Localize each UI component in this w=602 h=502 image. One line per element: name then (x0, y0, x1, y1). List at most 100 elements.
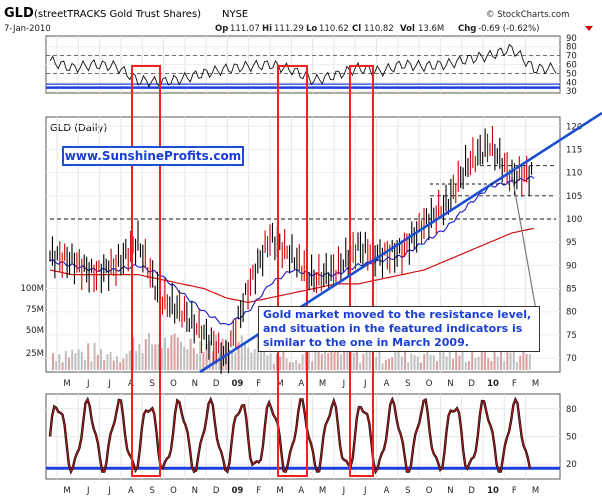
volume-bar (196, 353, 198, 370)
volume-bar (125, 353, 128, 370)
highlight-box (349, 65, 374, 477)
volume-bar (74, 353, 77, 370)
chart-header: GLD (streetTRACKS Gold Trust Shares) NYS… (4, 6, 593, 34)
volume-bar (234, 352, 237, 370)
volume-bar (448, 347, 451, 370)
low-value: 110.62 (319, 24, 349, 34)
month-label: D (468, 379, 475, 389)
month-label: M (319, 379, 326, 389)
month-label-bottom: J (342, 486, 346, 496)
volume-bar (320, 353, 323, 370)
volume-bar (109, 351, 112, 370)
volume-bar (455, 344, 458, 370)
volume-bar (528, 354, 531, 370)
volume-bar (192, 348, 195, 370)
volume-bar (288, 362, 291, 370)
volume-bar (525, 354, 528, 370)
volume-bar (512, 350, 515, 370)
volume-bar (71, 349, 74, 370)
volume-bar (68, 357, 70, 370)
month-label-bottom: D (213, 486, 220, 496)
volume-bar (263, 350, 266, 370)
volume-bar (96, 354, 99, 370)
volume-bar (279, 356, 282, 370)
volume-bar (445, 356, 448, 370)
month-label: S (149, 379, 154, 389)
tick-price: 105 (566, 192, 582, 202)
tick-price: 90 (566, 261, 577, 271)
tick-bottom: 50 (566, 433, 577, 443)
volume-bar (484, 346, 486, 370)
tick-price: 95 (566, 238, 577, 248)
month-labels: M M J J J J A A S S O O N N D D 09 09 F F M M A A M M J J J J A A S S O O N N… (63, 379, 539, 496)
volume-bar (516, 362, 518, 370)
month-label-bottom: A (384, 486, 390, 496)
month-label: M (532, 379, 539, 389)
volume-bar (400, 356, 403, 370)
volume-bar (365, 349, 368, 370)
volume-bar (116, 356, 118, 370)
volume-bar (458, 355, 461, 370)
month-label: M (63, 379, 70, 389)
website-label: www.SunshineProfits.com (62, 146, 244, 166)
symbol: GLD (4, 6, 34, 21)
volume-bar (253, 348, 256, 370)
volume-bar (519, 355, 522, 370)
volume-bar (503, 361, 506, 370)
volume-bar (464, 362, 467, 370)
bottom-indicator-line-red (49, 398, 531, 473)
volume-bar (285, 358, 288, 370)
volume-bar (327, 353, 330, 370)
volume-bar (205, 343, 208, 370)
tick-top: 30 (566, 87, 577, 97)
tick-price: 85 (566, 285, 577, 295)
volume-bar (256, 336, 259, 370)
highlight-box (277, 65, 308, 477)
volume-bar (314, 349, 317, 370)
volume-bar (509, 352, 512, 370)
volume-bar (208, 341, 211, 370)
volume-bar (468, 361, 470, 370)
volume-bar (490, 361, 493, 370)
tick-price: 100 (566, 215, 582, 225)
open-value: 111.07 (230, 24, 260, 34)
tick-labels: 9080706050403012011511010510095908580757… (20, 34, 582, 470)
volume-bar (138, 344, 141, 370)
month-label-bottom: M (319, 486, 326, 496)
volume-bar (317, 344, 320, 370)
volume-bar (292, 362, 294, 370)
close-label: Cl (352, 24, 361, 34)
volume-bar (55, 361, 58, 370)
volume-bar (58, 354, 61, 370)
volume-bar (93, 342, 96, 370)
month-label: D (213, 379, 220, 389)
volume-bar (164, 337, 166, 370)
month-label: J (107, 379, 111, 389)
month-label-bottom: O (170, 486, 177, 496)
tick-bottom: 80 (566, 405, 577, 415)
volume-bar (378, 342, 381, 370)
low-label: Lo (306, 24, 317, 34)
volume-bar (423, 353, 426, 370)
tick-top: 70 (566, 52, 577, 62)
tick-price: 120 (566, 122, 582, 132)
volume-bar (122, 358, 125, 370)
volume-bar (461, 346, 464, 370)
pointer-line (511, 174, 537, 311)
month-label-bottom: J (363, 486, 367, 496)
volume-bar (90, 361, 93, 370)
volume-bar (240, 335, 243, 370)
volume-bar (346, 349, 349, 370)
date: 7-Jan-2010 (4, 24, 51, 34)
volume-bar (359, 362, 362, 370)
month-label-bottom: F (256, 486, 261, 496)
volume-bar (487, 357, 490, 370)
month-label-bottom: J (107, 486, 111, 496)
volume-bar (80, 351, 83, 370)
tick-price: 75 (566, 331, 577, 341)
volume-bar (311, 361, 314, 370)
month-label-bottom: M (63, 486, 70, 496)
volume-bar (52, 353, 54, 370)
